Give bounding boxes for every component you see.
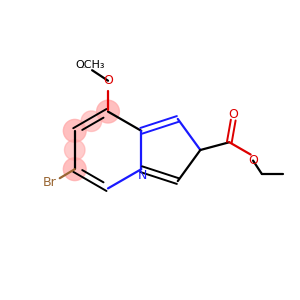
Text: O: O <box>248 154 258 167</box>
Circle shape <box>64 140 85 160</box>
Circle shape <box>63 158 86 181</box>
Text: N: N <box>138 169 147 182</box>
Text: OCH₃: OCH₃ <box>75 60 104 70</box>
Circle shape <box>81 111 102 131</box>
Text: methoxy: methoxy <box>82 67 88 68</box>
Text: O: O <box>228 108 238 121</box>
Text: O: O <box>103 74 113 87</box>
Circle shape <box>97 100 119 123</box>
Circle shape <box>63 119 86 142</box>
Text: Br: Br <box>43 176 57 189</box>
